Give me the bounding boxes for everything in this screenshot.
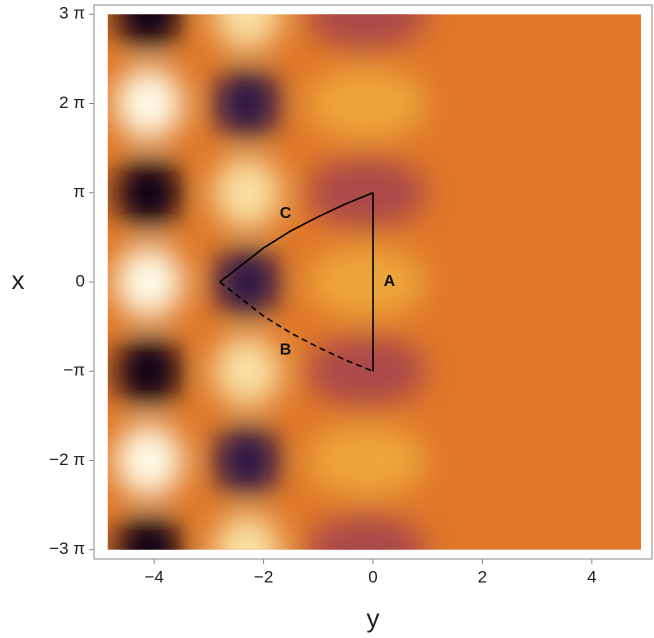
density-cell	[306, 424, 427, 497]
density-cell	[306, 67, 427, 140]
density-cell	[114, 424, 183, 497]
density-cell	[213, 67, 282, 140]
density-cell	[114, 14, 183, 51]
x-tick-label: −4	[144, 567, 163, 586]
y-tick-label: 2 π	[59, 93, 85, 112]
density-cell	[213, 246, 282, 318]
x-axis-label: y	[367, 603, 380, 633]
y-tick-label: −2 π	[49, 450, 85, 469]
y-tick-label: 0	[76, 271, 85, 290]
curve-label: A	[384, 273, 396, 290]
y-tick-label: −3 π	[49, 539, 85, 558]
density-cell	[114, 335, 183, 408]
y-tick-label: −π	[63, 361, 85, 380]
y-tick-label: π	[73, 182, 85, 201]
density-cell	[306, 513, 427, 550]
x-tick-label: −2	[254, 567, 273, 586]
density-cell	[306, 335, 427, 408]
density-cell	[213, 14, 282, 51]
y-axis-label: x	[12, 265, 25, 295]
density-cell	[306, 14, 427, 51]
density-cell	[114, 246, 183, 318]
curve-label: B	[280, 341, 292, 358]
x-tick-label: 2	[478, 567, 487, 586]
density-cell	[213, 424, 282, 497]
curve	[219, 192, 374, 283]
density-blobs	[114, 14, 427, 550]
density-cell	[306, 156, 427, 229]
density-cell	[114, 513, 183, 550]
density-cell	[114, 156, 183, 229]
density-cell	[114, 67, 183, 140]
x-tick-label: 0	[368, 567, 377, 586]
density-cell	[213, 156, 282, 229]
density-cell	[213, 513, 282, 550]
y-tick-label: 3 π	[59, 4, 85, 23]
curve-label: C	[280, 205, 292, 222]
x-tick-label: 4	[587, 567, 596, 586]
density-cell	[213, 335, 282, 408]
density-field	[107, 14, 642, 550]
density-cell	[306, 246, 427, 318]
